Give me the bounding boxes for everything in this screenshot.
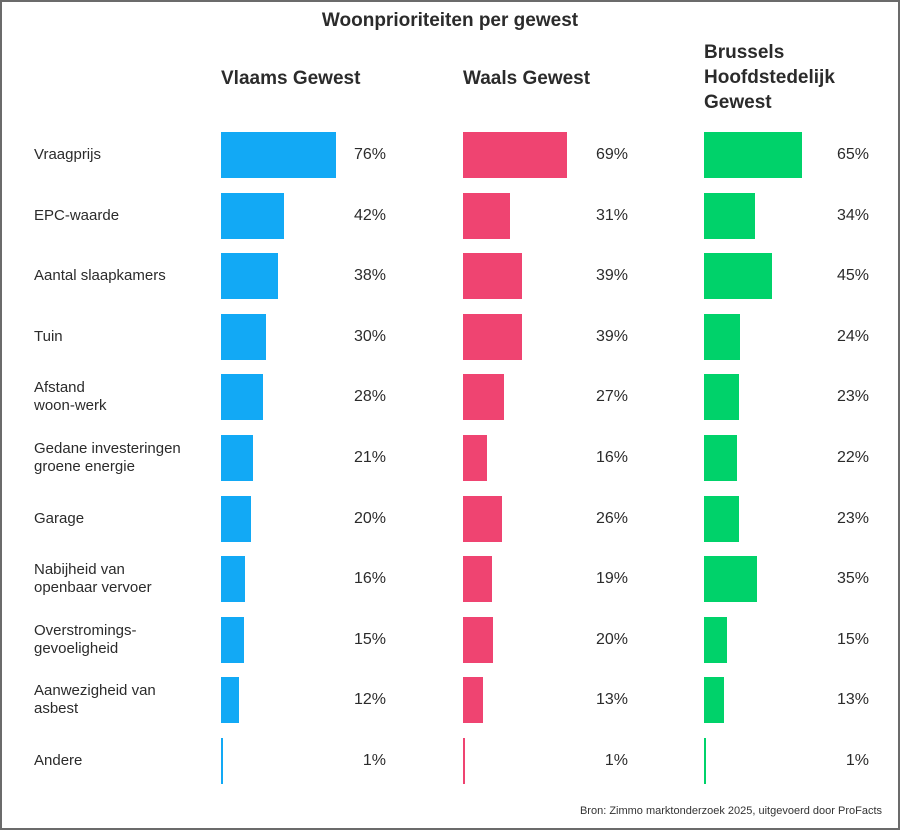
category-label: EPC-waarde [34,206,120,224]
bar [704,374,739,421]
bar [463,374,504,421]
bar [704,677,724,724]
bar [221,374,264,421]
data-label: 69% [595,146,628,163]
data-label: 13% [595,691,628,709]
data-label: 23% [836,509,869,527]
data-label: 1% [362,752,386,769]
bar [221,132,336,178]
data-label: 38% [353,267,386,285]
category-label: Vraagprijs [34,146,101,163]
bar [704,192,756,239]
bar [463,313,522,360]
bar [463,677,483,724]
data-label: 35% [836,570,869,588]
chart-title: Woonprioriteiten per gewest [321,10,579,31]
bar [704,616,727,663]
category-label: Tuin [34,327,63,345]
bar [463,435,488,481]
data-label: 31% [595,206,628,224]
data-label: 15% [353,630,386,648]
bar [463,495,503,542]
data-label: 16% [353,570,386,588]
bar [704,556,757,603]
data-label: 20% [353,509,386,527]
data-label: 76% [353,146,386,163]
data-label: 28% [353,388,386,406]
category-label: Overstromings- gevoeligheid [34,621,137,657]
bar [704,495,739,542]
category-label: Andere [34,752,83,769]
category-label: Aantal slaapkamers [34,267,166,285]
bar [704,253,772,300]
bar [704,313,741,360]
data-label: 23% [836,388,869,406]
category-label: Gedane investeringen groene energie [34,440,181,475]
bar [704,132,803,178]
data-label: 15% [836,630,869,648]
bar [463,253,522,300]
data-label: 19% [595,570,628,588]
data-label: 26% [595,509,628,527]
bar [221,495,252,542]
data-label: 27% [595,388,628,406]
data-label: 24% [836,327,869,345]
data-label: 45% [836,267,869,285]
bar [221,253,279,300]
data-label: 39% [595,267,628,285]
data-label: 20% [595,630,628,648]
data-label: 1% [604,752,628,769]
bar [463,556,492,603]
series-header: Waals Gewest [463,68,591,89]
bar [463,738,465,784]
bar [221,313,267,360]
bar [221,738,223,784]
data-label: 1% [845,752,869,769]
data-label: 22% [836,449,869,466]
series-header: Vlaams Gewest [221,68,361,89]
data-label: 30% [353,327,386,345]
category-label: Afstand woon-werk [34,379,107,415]
data-label: 21% [353,449,386,466]
bar [221,616,244,663]
bar [221,192,285,239]
bar [463,192,510,239]
data-label: 34% [836,206,869,224]
bar [221,677,240,724]
bar [704,435,738,481]
series-header: Brussels Hoofdstedelijk Gewest [704,42,835,113]
bar [221,435,253,481]
data-label: 42% [353,206,386,224]
bar [463,132,568,178]
bar [221,556,246,603]
data-label: 13% [836,691,869,709]
source-note: Bron: Zimmo marktonderzoek 2025, uitgevo… [579,805,882,817]
data-label: 12% [353,691,386,709]
bar [463,616,494,663]
data-label: 39% [595,327,628,345]
data-label: 65% [836,146,869,163]
category-label: Aanwezigheid van asbest [34,682,156,718]
category-label: Nabijheid van openbaar vervoer [34,561,152,597]
bar [704,738,706,784]
category-label: Garage [34,509,85,527]
data-label: 16% [595,449,628,466]
